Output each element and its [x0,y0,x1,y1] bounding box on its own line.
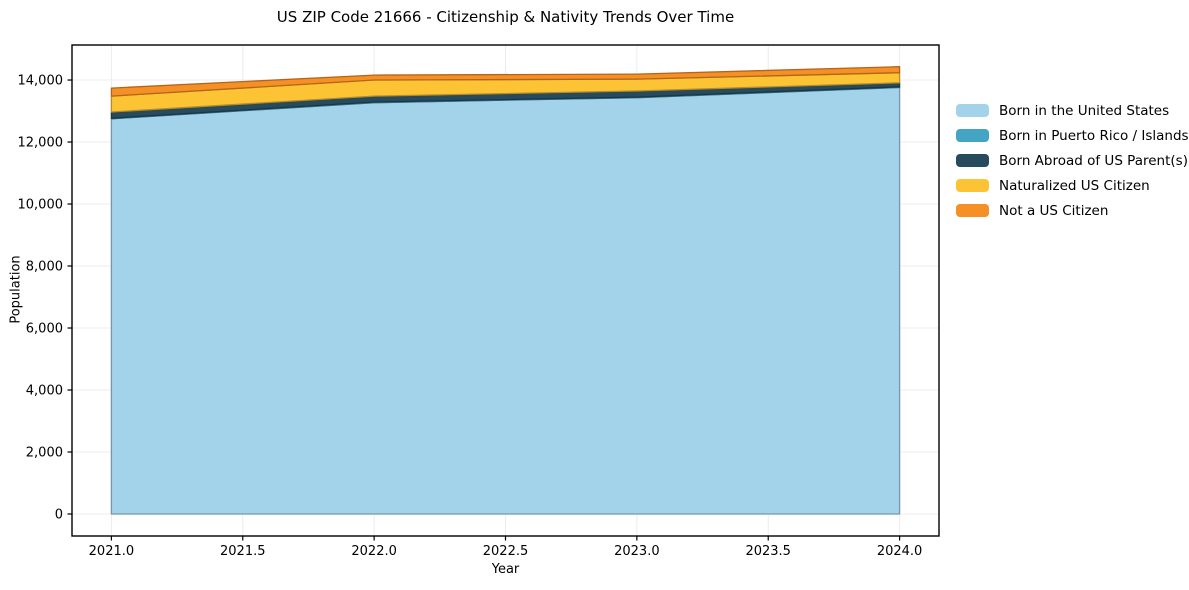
legend-swatch [956,129,989,142]
chart-title: US ZIP Code 21666 - Citizenship & Nativi… [276,8,735,26]
area-series [110,66,901,97]
legend-label: Born in Puerto Rico / Islands [999,127,1189,144]
y-tick-label: 0 [55,507,63,522]
legend-label: Born Abroad of US Parent(s) [999,152,1188,169]
legend: Born in the United States Born in Puerto … [956,101,1189,220]
x-tick-label: 2021.0 [89,544,135,559]
area-series [110,86,901,515]
legend-label: Not a US Citizen [999,202,1109,219]
legend-item: Born Abroad of US Parent(s) [956,151,1189,170]
x-tick-label: 2024.0 [877,544,923,559]
y-tick-label: 4,000 [26,384,63,399]
y-tick-label: 2,000 [26,445,63,460]
legend-item: Naturalized US Citizen [956,176,1189,195]
y-tick-label: 14,000 [18,74,64,89]
x-tick-label: 2023.0 [614,544,660,559]
legend-swatch [956,179,989,192]
legend-item: Not a US Citizen [956,201,1189,220]
legend-swatch [956,204,989,217]
legend-label: Born in the United States [999,102,1170,119]
legend-item: Born in Puerto Rico / Islands [956,126,1189,145]
legend-swatch [956,154,989,167]
y-tick-label: 12,000 [18,136,64,151]
x-tick-label: 2022.0 [351,544,397,559]
legend-item: Born in the United States [956,101,1189,120]
y-tick-label: 6,000 [26,322,63,337]
x-axis-title: Year [491,562,520,577]
y-tick-label: 8,000 [26,260,63,275]
x-tick-label: 2022.5 [483,544,529,559]
legend-swatch [956,104,989,117]
legend-label: Naturalized US Citizen [999,177,1150,194]
x-tick-label: 2021.5 [220,544,266,559]
x-tick-label: 2023.5 [745,544,791,559]
y-tick-label: 10,000 [18,198,64,213]
